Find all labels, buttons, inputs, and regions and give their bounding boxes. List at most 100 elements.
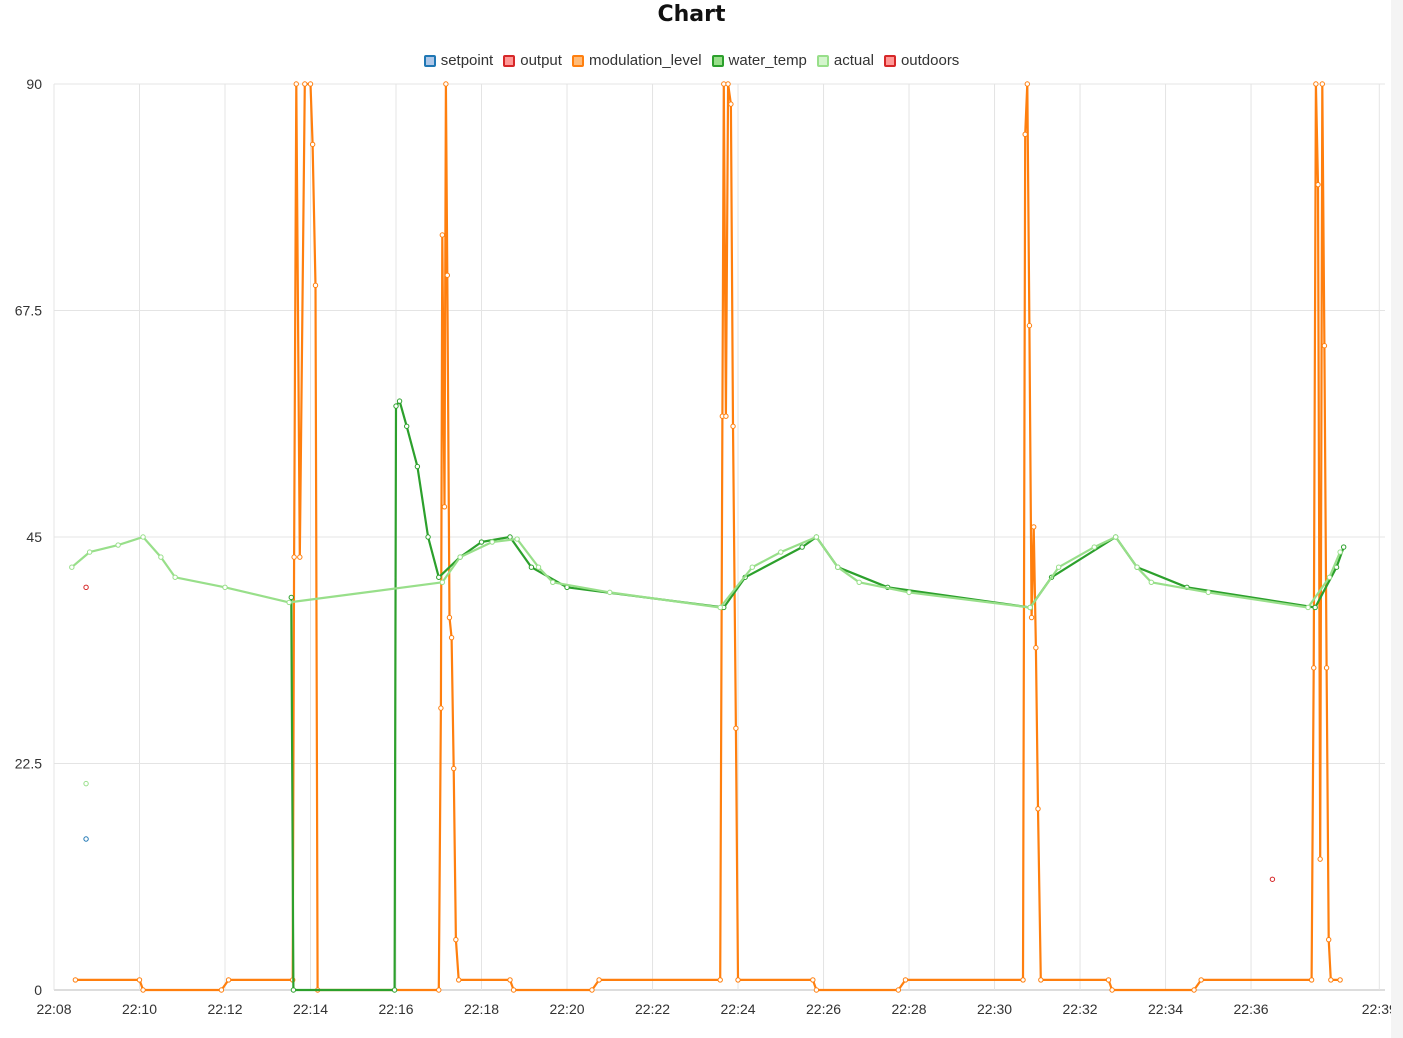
outdoors-point <box>1270 877 1274 881</box>
series-output <box>84 585 88 589</box>
modulation-level-point <box>141 988 145 992</box>
modulation-level-point <box>454 937 458 941</box>
modulation-level-point <box>1021 978 1025 982</box>
output-point <box>84 585 88 589</box>
actual-point <box>536 565 540 569</box>
modulation-level-point <box>1034 646 1038 650</box>
modulation-level-point <box>734 726 738 730</box>
water-temp-point <box>392 988 396 992</box>
modulation-level-point <box>310 142 314 146</box>
modulation-level-point <box>308 82 312 86</box>
actual-point <box>70 565 74 569</box>
x-tick-label: 22:08 <box>36 1001 71 1017</box>
actual-point <box>1028 605 1032 609</box>
x-tick-label: 22:18 <box>464 1001 499 1017</box>
x-tick-label: 22:22 <box>635 1001 670 1017</box>
y-tick-label: 22.5 <box>15 756 42 772</box>
water-temp-point <box>405 424 409 428</box>
actual-point <box>551 580 555 584</box>
scrollbar-strip <box>1391 0 1403 1038</box>
modulation-level-point <box>722 82 726 86</box>
modulation-level-point <box>440 233 444 237</box>
modulation-level-point <box>1029 615 1033 619</box>
actual-point <box>515 537 519 541</box>
actual-point <box>458 555 462 559</box>
actual-point <box>1338 550 1342 554</box>
modulation-level-point <box>1318 857 1322 861</box>
modulation-level-point <box>1036 807 1040 811</box>
actual-point <box>1135 565 1139 569</box>
actual-point <box>159 555 163 559</box>
water-temp-point <box>289 595 293 599</box>
modulation-level-point <box>1309 978 1313 982</box>
actual-point <box>1056 565 1060 569</box>
x-tick-label: 22:34 <box>1148 1001 1183 1017</box>
water-temp-point <box>529 565 533 569</box>
actual-point <box>836 565 840 569</box>
modulation-level-point <box>445 273 449 277</box>
x-tick-label: 22:36 <box>1234 1001 1269 1017</box>
actual-point <box>608 590 612 594</box>
actual-point <box>750 565 754 569</box>
actual-point <box>173 575 177 579</box>
x-tick-label: 22:10 <box>122 1001 157 1017</box>
x-tick-label: 22:28 <box>892 1001 927 1017</box>
modulation-level-point <box>294 82 298 86</box>
water-temp-point <box>800 545 804 549</box>
water-temp-point <box>508 535 512 539</box>
actual-point <box>116 543 120 547</box>
modulation-level-point <box>736 978 740 982</box>
modulation-level-point <box>903 978 907 982</box>
water-temp-point <box>479 540 483 544</box>
modulation-level-point <box>1320 82 1324 86</box>
modulation-level-point <box>437 988 441 992</box>
modulation-level-point <box>1199 978 1203 982</box>
actual-point <box>1327 575 1331 579</box>
y-tick-label: 45 <box>26 529 42 545</box>
modulation-level-point <box>447 615 451 619</box>
actual-point <box>287 600 291 604</box>
actual-point <box>857 580 861 584</box>
y-tick-label: 67.5 <box>15 303 42 319</box>
modulation-level-point <box>298 555 302 559</box>
actual-point <box>490 540 494 544</box>
y-tick-label: 0 <box>34 982 42 998</box>
x-tick-label: 22:26 <box>806 1001 841 1017</box>
modulation-level-point <box>219 988 223 992</box>
modulation-level-point <box>1327 937 1331 941</box>
actual-point <box>779 550 783 554</box>
modulation-level-point <box>1110 988 1114 992</box>
modulation-level-point <box>449 635 453 639</box>
x-tick-label: 22:32 <box>1063 1001 1098 1017</box>
modulation-level-point <box>597 978 601 982</box>
actual-point <box>1149 580 1153 584</box>
water-temp-point <box>437 575 441 579</box>
actual-point <box>1306 605 1310 609</box>
modulation-level-point <box>439 706 443 710</box>
modulation-level-point <box>73 978 77 982</box>
actual-point <box>87 550 91 554</box>
series-setpoint <box>84 837 88 841</box>
actual-point <box>1113 535 1117 539</box>
modulation-level-point <box>452 766 456 770</box>
modulation-level-point <box>1039 978 1043 982</box>
x-tick-label: 22:16 <box>378 1001 413 1017</box>
modulation-level-point <box>811 978 815 982</box>
modulation-level-point <box>1032 525 1036 529</box>
modulation-level-point <box>1338 978 1342 982</box>
y-tick-label: 90 <box>26 76 42 92</box>
modulation-level-point <box>511 988 515 992</box>
water-temp-point <box>394 404 398 408</box>
modulation-level-point <box>726 82 730 86</box>
modulation-level-point <box>1023 132 1027 136</box>
x-tick-label: 22:30 <box>977 1001 1012 1017</box>
x-tick-label: 22:20 <box>549 1001 584 1017</box>
water-temp-point <box>426 535 430 539</box>
water-temp-point <box>415 464 419 468</box>
modulation-level-point <box>896 988 900 992</box>
actual-point <box>141 535 145 539</box>
water-temp-point <box>291 988 295 992</box>
modulation-level-point <box>444 82 448 86</box>
actual-point <box>814 535 818 539</box>
